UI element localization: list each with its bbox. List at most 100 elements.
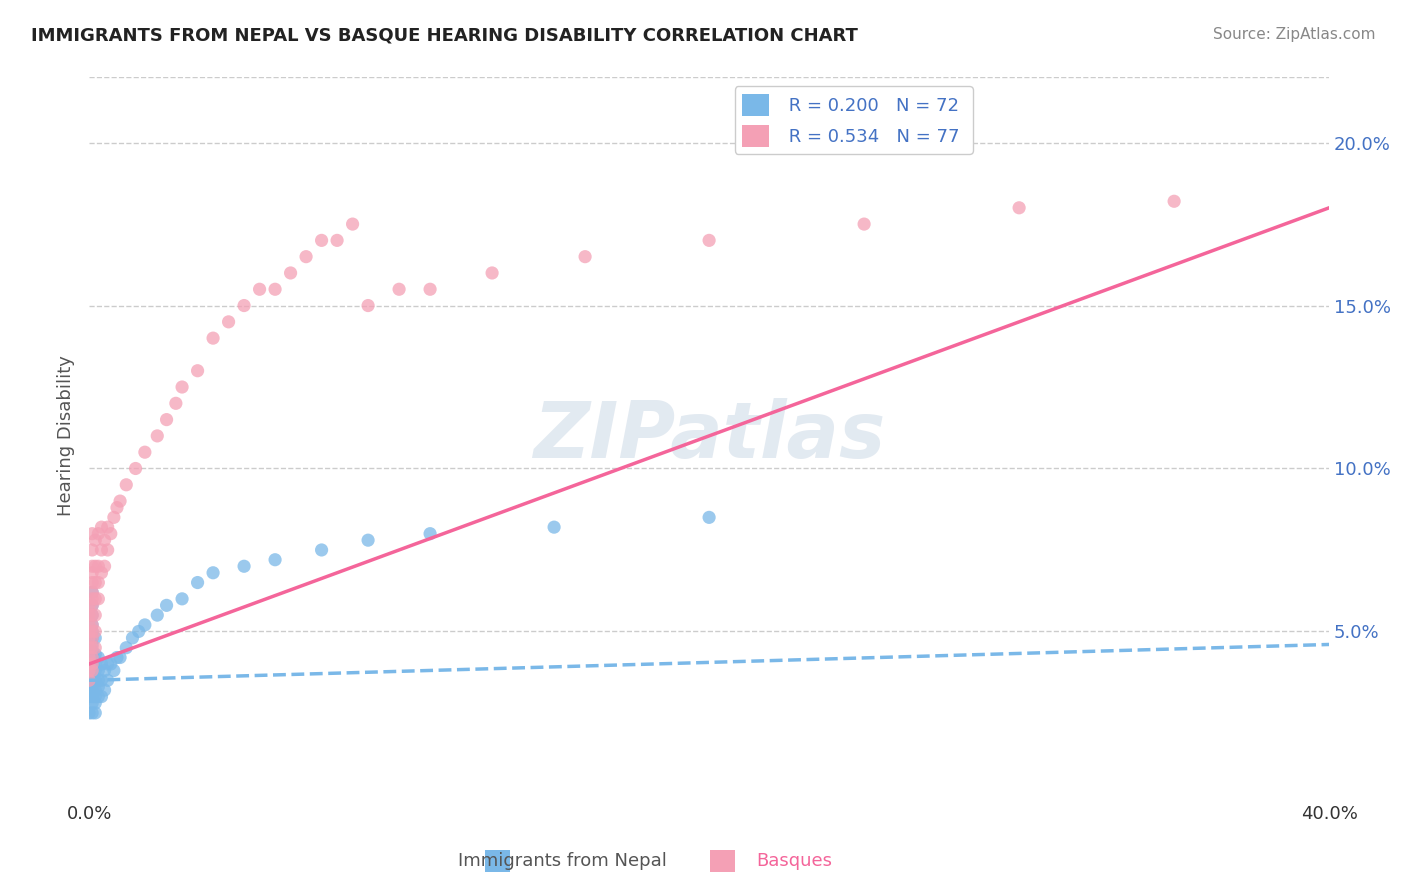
Point bbox=[419, 526, 441, 541]
Point bbox=[82, 647, 104, 661]
Point bbox=[84, 608, 107, 623]
Point bbox=[77, 683, 100, 698]
Point bbox=[146, 429, 169, 443]
Point bbox=[77, 664, 100, 678]
Point bbox=[1008, 201, 1031, 215]
Point bbox=[84, 647, 107, 661]
Legend:  R = 0.200   N = 72 ,  R = 0.534   N = 77 : R = 0.200 N = 72 , R = 0.534 N = 77 bbox=[735, 87, 973, 154]
Point bbox=[82, 673, 104, 688]
Point bbox=[84, 683, 107, 698]
Point bbox=[82, 618, 104, 632]
Point bbox=[82, 559, 104, 574]
Point bbox=[202, 566, 225, 580]
Point bbox=[82, 690, 104, 704]
Point bbox=[82, 631, 104, 645]
Point bbox=[77, 666, 100, 681]
Point bbox=[87, 526, 110, 541]
Point bbox=[357, 299, 380, 313]
Point bbox=[87, 690, 110, 704]
Point bbox=[326, 233, 349, 247]
Point bbox=[97, 520, 120, 534]
Point bbox=[84, 696, 107, 710]
Point bbox=[249, 282, 271, 296]
Text: ZIPatlas: ZIPatlas bbox=[533, 398, 886, 474]
Point bbox=[187, 364, 209, 378]
Point bbox=[77, 631, 100, 645]
Point bbox=[90, 543, 112, 558]
Point bbox=[87, 680, 110, 694]
Point bbox=[100, 657, 122, 671]
Point bbox=[97, 543, 120, 558]
Point bbox=[97, 673, 120, 688]
Point bbox=[82, 624, 104, 639]
Point bbox=[84, 631, 107, 645]
Point bbox=[697, 233, 720, 247]
Point bbox=[218, 315, 240, 329]
Point bbox=[82, 644, 104, 658]
Point bbox=[128, 624, 150, 639]
Point bbox=[115, 477, 138, 491]
Point bbox=[82, 543, 104, 558]
Point bbox=[105, 650, 128, 665]
Point bbox=[82, 608, 104, 623]
Point bbox=[697, 510, 720, 524]
Point bbox=[84, 657, 107, 671]
Point bbox=[90, 673, 112, 688]
Point bbox=[87, 650, 110, 665]
Point bbox=[82, 618, 104, 632]
Point bbox=[543, 520, 565, 534]
Point bbox=[82, 680, 104, 694]
Point bbox=[103, 510, 125, 524]
Point bbox=[82, 526, 104, 541]
Point bbox=[103, 664, 125, 678]
Point bbox=[419, 282, 441, 296]
Point bbox=[93, 559, 115, 574]
Point bbox=[82, 599, 104, 613]
Point bbox=[170, 591, 193, 606]
Point bbox=[311, 233, 333, 247]
Point bbox=[155, 412, 177, 426]
Point bbox=[146, 608, 169, 623]
Point bbox=[77, 690, 100, 704]
Point bbox=[87, 664, 110, 678]
Point bbox=[82, 585, 104, 599]
Point bbox=[93, 664, 115, 678]
Point bbox=[84, 673, 107, 688]
Point bbox=[202, 331, 225, 345]
Point bbox=[82, 683, 104, 698]
Point bbox=[77, 673, 100, 688]
Point bbox=[264, 282, 287, 296]
Point bbox=[77, 706, 100, 720]
Point bbox=[481, 266, 503, 280]
Point bbox=[105, 500, 128, 515]
Point bbox=[87, 575, 110, 590]
Point bbox=[90, 566, 112, 580]
Point bbox=[84, 575, 107, 590]
Point bbox=[77, 599, 100, 613]
Point bbox=[134, 445, 156, 459]
Point bbox=[295, 250, 318, 264]
Point bbox=[108, 494, 131, 508]
Point bbox=[124, 461, 146, 475]
Point bbox=[82, 664, 104, 678]
Text: Basques: Basques bbox=[756, 852, 832, 870]
Point bbox=[93, 683, 115, 698]
Point bbox=[82, 670, 104, 684]
Point bbox=[357, 533, 380, 548]
Point bbox=[87, 559, 110, 574]
Point bbox=[1163, 194, 1185, 209]
Point bbox=[84, 690, 107, 704]
Point bbox=[233, 559, 256, 574]
Point bbox=[108, 650, 131, 665]
Y-axis label: Hearing Disability: Hearing Disability bbox=[58, 356, 75, 516]
Point bbox=[90, 690, 112, 704]
Point bbox=[155, 599, 177, 613]
Point bbox=[90, 520, 112, 534]
Point bbox=[311, 543, 333, 558]
Point bbox=[82, 624, 104, 639]
Point bbox=[84, 559, 107, 574]
Point bbox=[82, 591, 104, 606]
Point bbox=[77, 624, 100, 639]
Point bbox=[82, 664, 104, 678]
Point bbox=[93, 533, 115, 548]
